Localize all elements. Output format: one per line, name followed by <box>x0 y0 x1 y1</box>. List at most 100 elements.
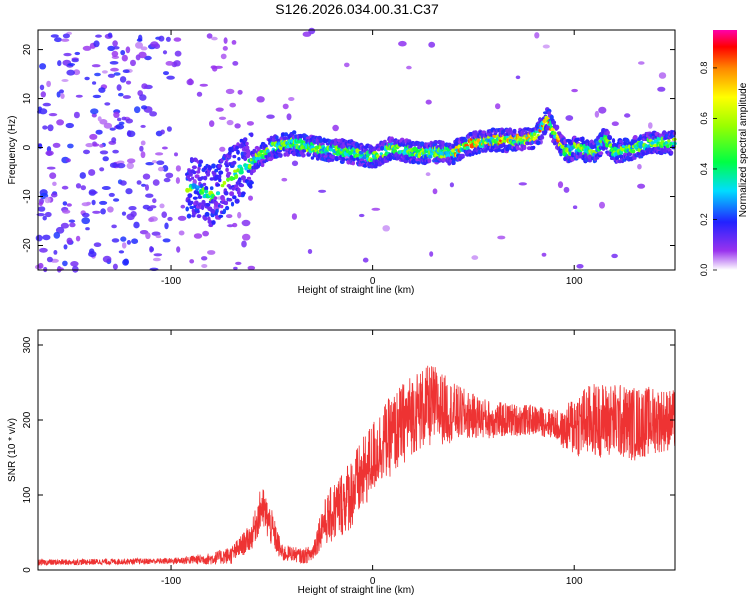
heatmap-cell <box>72 265 79 273</box>
snr-y-tick-label: 100 <box>22 486 33 503</box>
heatmap-ridge-cell <box>245 141 249 146</box>
heatmap-cell <box>425 99 432 105</box>
heatmap-cell <box>162 165 169 172</box>
heatmap-ridge-cell <box>226 171 232 176</box>
heatmap-ridge-cell <box>319 138 324 144</box>
heatmap-cell <box>542 44 550 49</box>
spectrogram-y-tick-label: -10 <box>22 189 33 204</box>
heatmap-cell <box>565 115 574 121</box>
heatmap-ridge-cell <box>532 145 536 150</box>
heatmap-ridge-cell <box>218 170 224 175</box>
heatmap-cell <box>73 111 80 119</box>
heatmap-cell <box>281 177 288 182</box>
heatmap-ridge-cell <box>260 162 265 168</box>
heatmap-cell <box>92 94 102 99</box>
heatmap-cell <box>140 151 146 159</box>
heatmap-cell <box>166 75 175 80</box>
heatmap-cell <box>67 143 74 149</box>
heatmap-cell <box>232 61 239 66</box>
heatmap-ridge-cell <box>291 151 297 157</box>
heatmap-cell <box>247 265 256 271</box>
heatmap-ridge-cell <box>188 177 192 182</box>
spectrogram-y-ticks: -20 -10 0 10 20 <box>22 44 675 253</box>
heatmap-cell <box>288 97 295 101</box>
colorbar-tick-label: 0.2 <box>699 213 709 226</box>
heatmap-cell <box>657 86 666 92</box>
heatmap-ridge-cell <box>242 137 248 142</box>
heatmap-cell <box>36 213 45 217</box>
heatmap-cell <box>138 51 147 59</box>
snr-y-tick-label: 200 <box>22 411 33 428</box>
heatmap-ridge-cell <box>205 202 211 207</box>
snr-series-line <box>37 365 676 566</box>
heatmap-cell <box>155 234 162 239</box>
heatmap-cell <box>125 80 132 85</box>
heatmap-cell <box>39 63 47 70</box>
heatmap-ridge-cell <box>214 168 219 173</box>
heatmap-cell <box>145 162 154 166</box>
colorbar-gradient <box>713 30 737 270</box>
heatmap-cell <box>495 103 501 110</box>
heatmap-ridge-cell <box>300 153 306 158</box>
heatmap-ridge-cell <box>249 181 254 185</box>
heatmap-cell <box>572 205 578 209</box>
heatmap-cell <box>112 263 118 270</box>
heatmap-cell <box>57 60 62 67</box>
heatmap-cell <box>134 106 141 114</box>
heatmap-cell <box>175 165 181 172</box>
heatmap-cell <box>42 102 51 107</box>
heatmap-ridge-cell <box>508 127 513 132</box>
heatmap-cell <box>209 120 215 127</box>
heatmap-cell <box>125 118 133 124</box>
colorbar-tick-label: 0.8 <box>699 62 709 75</box>
heatmap-cell <box>218 116 227 121</box>
heatmap-cell <box>163 177 171 183</box>
heatmap-cell <box>50 192 58 198</box>
heatmap-cell <box>44 211 52 218</box>
heatmap-cell <box>120 50 126 56</box>
heatmap-cell <box>149 205 157 209</box>
spectrogram-y-tick-label: 0 <box>22 144 33 150</box>
heatmap-cell <box>160 129 165 135</box>
heatmap-cell <box>88 251 97 258</box>
heatmap-cell <box>193 233 203 239</box>
heatmap-ridge-cell <box>241 191 246 196</box>
heatmap-cell <box>212 65 218 72</box>
heatmap-cell <box>141 183 146 187</box>
heatmap-ridge-cell <box>625 137 629 143</box>
heatmap-cell <box>206 33 213 39</box>
heatmap-cell <box>159 203 165 209</box>
heatmap-ridge-cell <box>497 148 502 152</box>
heatmap-cell <box>141 83 148 90</box>
heatmap-ridge-cell <box>428 154 433 159</box>
heatmap-cell <box>99 144 104 148</box>
heatmap-cell <box>83 149 90 155</box>
spectrogram-y-tick-label: -20 <box>22 238 33 253</box>
heatmap-ridge-cell <box>225 167 229 172</box>
heatmap-cell <box>40 91 46 98</box>
heatmap-cell <box>109 61 119 65</box>
heatmap-cell <box>142 204 150 210</box>
heatmap-cell <box>118 92 124 97</box>
heatmap-cell <box>111 137 117 143</box>
heatmap-ridge-cell <box>619 139 623 144</box>
heatmap-ridge-cell <box>379 152 383 156</box>
heatmap-ridge-cell <box>234 198 240 204</box>
heatmap-cell <box>211 36 218 41</box>
heatmap-cell <box>563 186 570 193</box>
heatmap-ridge-cell <box>667 138 671 143</box>
heatmap-ridge-cell <box>278 153 283 158</box>
heatmap-ridge-cell <box>192 196 198 200</box>
heatmap-cell <box>125 46 131 54</box>
heatmap-ridge-cell <box>201 205 205 211</box>
heatmap-cell <box>471 255 479 260</box>
heatmap-ridge-cell <box>560 144 565 149</box>
heatmap-ridge-cell <box>207 219 213 224</box>
heatmap-cell <box>101 186 111 190</box>
heatmap-cell <box>534 32 540 39</box>
heatmap-ridge-cell <box>215 208 219 213</box>
spectrogram-x-axis-label: Height of straight line (km) <box>298 285 415 296</box>
heatmap-cell <box>344 62 350 68</box>
heatmap-ridge-cell <box>215 191 221 196</box>
